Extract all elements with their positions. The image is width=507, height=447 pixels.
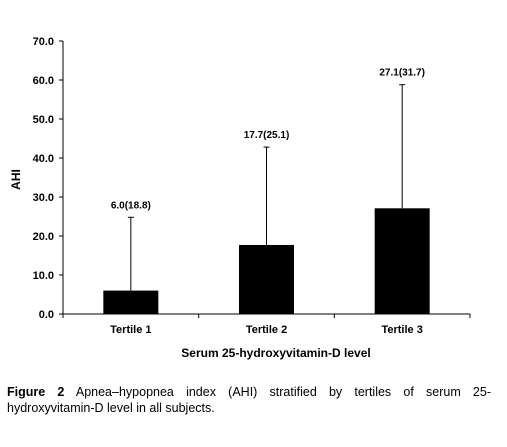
error-bars bbox=[127, 84, 406, 291]
data-labels: 6.0(18.8) 17.7(25.1) 27.1(31.7) bbox=[111, 68, 425, 212]
x-axis-title: Serum 25-hydroxyvitamin-D level bbox=[181, 346, 370, 360]
caption-text: Apnea–hypopnea index (AHI) stratified by… bbox=[7, 385, 492, 415]
data-label: 27.1(31.7) bbox=[379, 68, 425, 79]
y-tick-label: 60.0 bbox=[33, 75, 54, 87]
y-ticks: 0.0 10.0 20.0 30.0 40.0 50.0 60.0 70.0 bbox=[33, 36, 63, 321]
caption-label: Figure 2 bbox=[7, 385, 65, 399]
bar bbox=[374, 208, 430, 314]
x-tick-label: Tertile 1 bbox=[110, 324, 151, 336]
y-tick-label: 10.0 bbox=[33, 270, 54, 282]
bars bbox=[103, 208, 430, 314]
data-label: 17.7(25.1) bbox=[244, 130, 290, 141]
y-tick-label: 30.0 bbox=[33, 192, 54, 204]
x-tick-label: Tertile 2 bbox=[246, 324, 287, 336]
bar bbox=[239, 244, 294, 314]
bar-chart: 0.0 10.0 20.0 30.0 40.0 50.0 60.0 70.0 Tertile … bbox=[9, 36, 471, 360]
y-tick-label: 70.0 bbox=[33, 36, 54, 48]
bar bbox=[103, 290, 159, 314]
x-ticks: Tertile 1 Tertile 2 Tertile 3 bbox=[62, 314, 471, 336]
y-tick-label: 50.0 bbox=[33, 114, 54, 126]
x-tick-label: Tertile 3 bbox=[381, 324, 422, 336]
y-tick-label: 40.0 bbox=[33, 153, 54, 165]
data-label: 6.0(18.8) bbox=[111, 200, 151, 211]
y-axis-title: AHI bbox=[9, 169, 23, 190]
y-tick-label: 0.0 bbox=[39, 309, 54, 321]
figure-caption: Figure 2 Apnea–hypopnea index (AHI) stra… bbox=[7, 384, 491, 416]
y-tick-label: 20.0 bbox=[33, 231, 54, 243]
